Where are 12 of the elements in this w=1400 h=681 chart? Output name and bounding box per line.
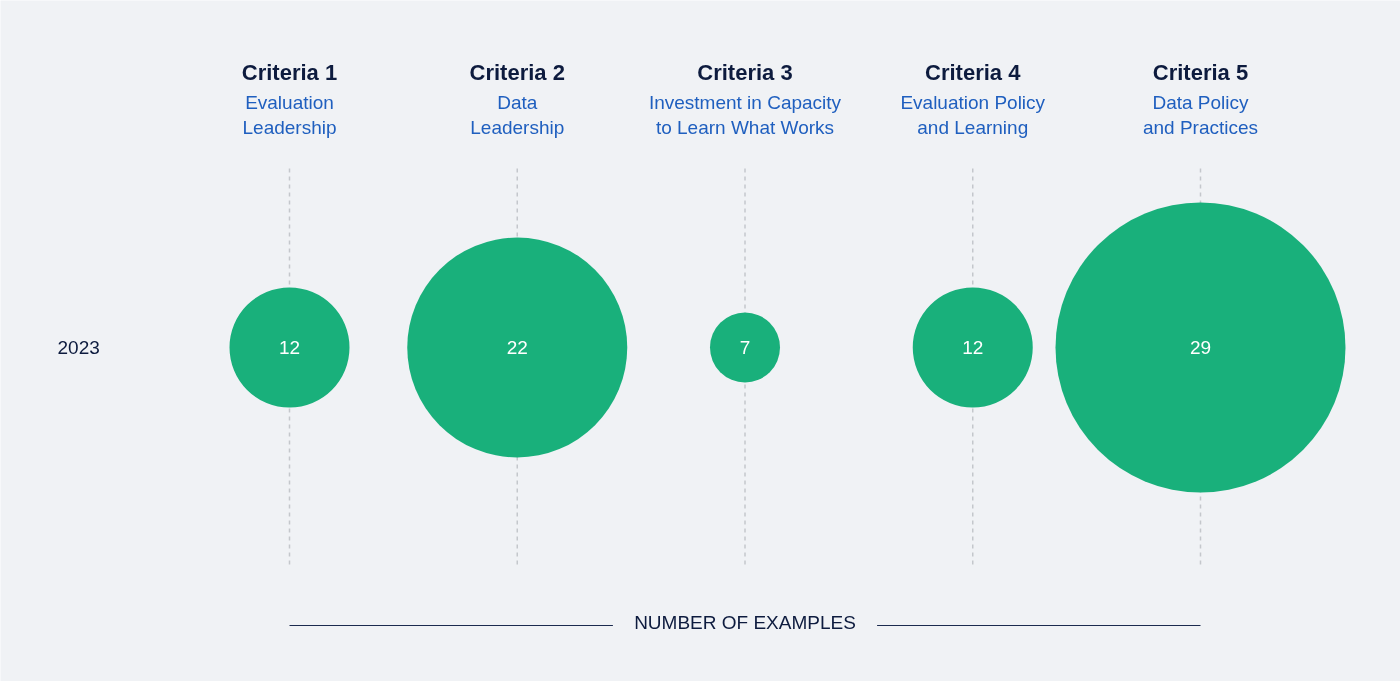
data-label: 22: [506, 337, 528, 358]
data-label: 12: [278, 337, 301, 358]
data-label: 29: [1189, 337, 1212, 358]
text: NUMBER OF EXAMPLES: [634, 612, 856, 633]
data-label: 12: [962, 337, 984, 358]
category-label: Criteria 4 Evaluation Policy and Learning: [900, 60, 1046, 138]
category-label: Criteria 5 Data Policy and Practices: [1142, 60, 1259, 138]
data-label: 7: [739, 337, 751, 358]
category-label: Criteria 2 Data Leadership: [469, 60, 565, 138]
category-label: Criteria 3 Investment in Capacity to Learn What Works: [648, 60, 842, 138]
text: 2023: [57, 337, 100, 358]
category-label: Criteria 1 Evaluation Leadership: [241, 60, 338, 138]
